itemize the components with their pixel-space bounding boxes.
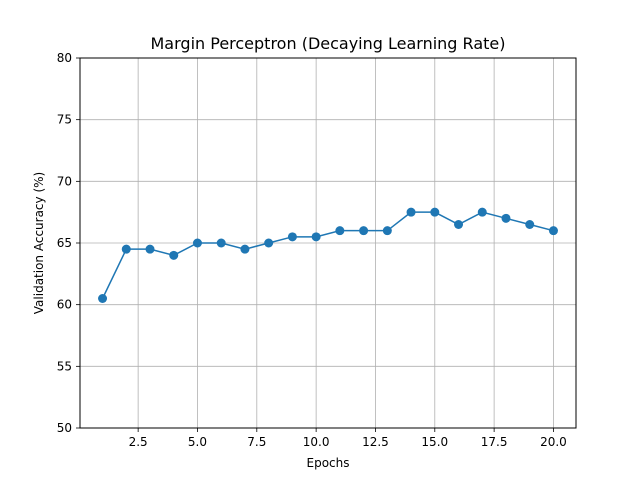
data-point (382, 226, 392, 236)
x-tick-label: 5.0 (188, 435, 207, 449)
data-point (430, 207, 440, 217)
data-point (121, 244, 131, 254)
x-tick-label: 17.5 (481, 435, 508, 449)
y-axis-label: Validation Accuracy (%) (32, 172, 46, 314)
data-point (501, 213, 511, 223)
grid-lines (80, 57, 576, 429)
x-tick-label: 12.5 (362, 435, 389, 449)
y-tick-label: 60 (57, 298, 72, 312)
data-point (264, 238, 274, 248)
data-point (216, 238, 226, 248)
data-point (192, 238, 202, 248)
data-point (145, 244, 155, 254)
x-tick-label: 20.0 (540, 435, 567, 449)
data-point (311, 232, 321, 242)
y-tick-label: 50 (57, 421, 72, 435)
y-tick-label: 75 (57, 113, 72, 127)
data-point (287, 232, 297, 242)
x-axis-label: Epochs (307, 456, 350, 470)
y-tick-label: 70 (57, 174, 72, 188)
x-tick-label: 10.0 (303, 435, 330, 449)
y-tick-label: 65 (57, 236, 72, 250)
plot-data (98, 207, 558, 303)
data-point (335, 226, 345, 236)
x-tick-label: 15.0 (421, 435, 448, 449)
data-point (169, 250, 179, 260)
data-point (525, 220, 535, 229)
data-point (548, 226, 558, 236)
data-point (240, 244, 250, 254)
data-point (98, 294, 108, 303)
data-point (359, 226, 369, 236)
data-point (454, 220, 464, 229)
y-tick-label: 55 (57, 359, 72, 373)
data-point (406, 207, 416, 217)
y-tick-label: 80 (57, 51, 72, 65)
x-tick-label: 2.5 (129, 435, 148, 449)
chart-title: Margin Perceptron (Decaying Learning Rat… (151, 34, 506, 53)
axis-ticks: 2.5 5.0 7.5 10.0 12.5 15.0 17.5 20.0 50 55 60 65 70 7… (57, 51, 567, 449)
data-point (477, 207, 487, 217)
x-tick-label: 7.5 (247, 435, 266, 449)
